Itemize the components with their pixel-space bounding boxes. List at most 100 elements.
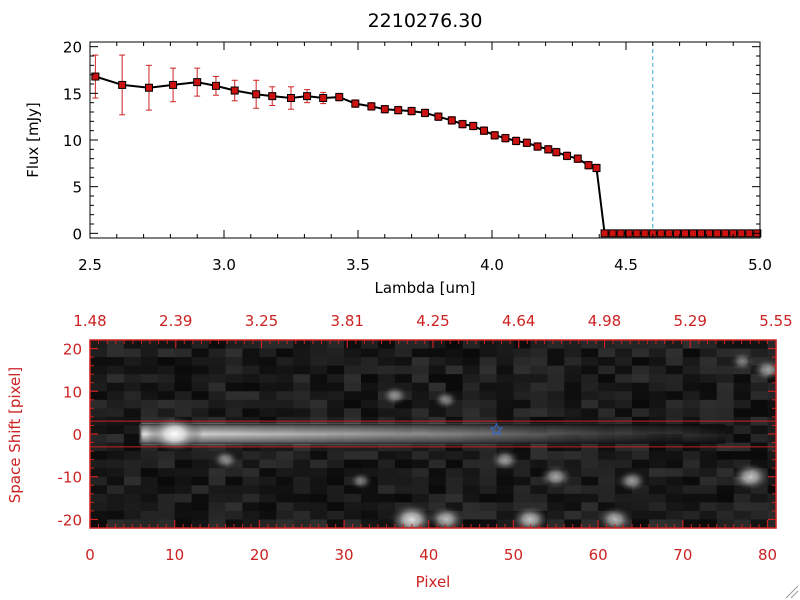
background-noise-pixel — [479, 365, 498, 375]
background-noise-pixel — [665, 382, 684, 392]
background-noise-pixel — [157, 374, 176, 384]
flux-data-point — [447, 116, 456, 125]
spectral-trace-edge-shading — [140, 424, 726, 444]
background-noise-pixel — [547, 399, 565, 409]
background-noise-pixel — [191, 451, 210, 461]
background-noise-pixel — [581, 340, 599, 350]
background-noise-pixel — [682, 382, 701, 392]
flux-data-point — [458, 120, 467, 129]
background-noise-pixel — [665, 459, 684, 469]
spectrum-panel: 2210276.30 2.5 3.0 3.5 4.0 4.5 5.0 0 5 10 15 20 La… — [24, 10, 772, 297]
background-noise-pixel — [310, 451, 328, 461]
background-noise-pixel — [581, 502, 599, 512]
background-noise-pixel — [513, 357, 531, 367]
background-noise-pixel — [276, 399, 294, 409]
background-noise-pixel — [716, 408, 735, 418]
background-noise-pixel — [90, 493, 108, 503]
background-noise-pixel — [733, 519, 752, 528]
background-noise-pixel — [225, 348, 243, 358]
background-noise-pixel — [242, 451, 260, 461]
background-noise-pixel — [208, 502, 227, 512]
flux-data-point — [737, 229, 746, 238]
background-noise-pixel — [361, 451, 379, 461]
background-noise-pixel — [174, 391, 193, 401]
background-noise-pixel — [632, 382, 650, 392]
background-noise-pixel — [699, 357, 718, 367]
background-noise-pixel — [462, 510, 481, 520]
background-noise-pixel — [665, 468, 684, 478]
background-noise-pixel — [123, 519, 142, 528]
background-noise-pixel — [665, 408, 684, 418]
background-noise-pixel — [276, 391, 294, 401]
background-noise-pixel — [598, 357, 616, 367]
background-noise-pixel — [665, 374, 684, 384]
background-noise-pixel — [648, 374, 667, 384]
background-noise-pixel — [767, 434, 776, 444]
x-tick-label: 4.5 — [614, 256, 638, 274]
flux-data-point — [394, 106, 403, 115]
background-noise-pixel — [699, 510, 718, 520]
background-noise-pixel — [259, 374, 277, 384]
background-noise-pixel — [665, 399, 684, 409]
background-noise-pixel — [767, 348, 776, 358]
background-noise-pixel — [547, 493, 565, 503]
background-noise-pixel — [428, 348, 447, 358]
background-noise-pixel — [665, 348, 684, 358]
background-noise-pixel — [344, 348, 362, 358]
background-noise-pixel — [106, 365, 125, 375]
background-noise-pixel — [479, 519, 498, 528]
background-noise-pixel — [123, 468, 142, 478]
background-noise-pixel — [90, 382, 108, 392]
background-noise-pixel — [699, 459, 718, 469]
background-noise-pixel — [327, 493, 345, 503]
flux-data-point — [490, 131, 499, 140]
background-noise-pixel — [632, 459, 650, 469]
background-noise-pixel — [462, 451, 481, 461]
background-noise-pixel — [310, 382, 328, 392]
background-noise-pixel — [140, 374, 159, 384]
background-noise-pixel — [699, 391, 718, 401]
background-noise-pixel — [767, 468, 776, 478]
background-noise-pixel — [598, 408, 616, 418]
background-noise-pixel — [157, 459, 176, 469]
background-noise-pixel — [699, 476, 718, 486]
background-noise-pixel — [716, 348, 735, 358]
background-noise-pixel — [445, 340, 464, 350]
background-noise-pixel — [276, 451, 294, 461]
background-noise-pixel — [242, 374, 260, 384]
background-noise-pixel — [530, 365, 548, 375]
flux-data-point — [608, 229, 617, 238]
background-noise-pixel — [259, 451, 277, 461]
background-noise-pixel — [106, 374, 125, 384]
background-noise-pixel — [225, 382, 243, 392]
background-noise-pixel — [496, 519, 514, 528]
background-noise-pixel — [140, 502, 159, 512]
background-noise-pixel — [445, 459, 464, 469]
background-noise-pixel — [140, 357, 159, 367]
background-noise-pixel — [327, 408, 345, 418]
background-noise-pixel — [547, 357, 565, 367]
flux-data-point — [211, 81, 220, 90]
background-noise-pixel — [682, 365, 701, 375]
background-noise-pixel — [733, 408, 752, 418]
background-noise-pixel — [225, 519, 243, 528]
image-x-tick-label: 20 — [250, 546, 269, 564]
resize-grip-icon[interactable] — [785, 585, 799, 599]
background-noise-pixel — [682, 468, 701, 478]
image-y-tick-label: 0 — [72, 426, 82, 444]
background-noise-pixel — [479, 340, 498, 350]
source-blob — [615, 468, 649, 494]
background-noise-pixel — [174, 502, 193, 512]
background-noise-pixel — [598, 340, 616, 350]
background-noise-pixel — [479, 510, 498, 520]
background-noise-pixel — [513, 493, 531, 503]
background-noise-pixel — [276, 382, 294, 392]
background-noise-pixel — [361, 391, 379, 401]
background-noise-pixel — [699, 451, 718, 461]
background-noise-pixel — [632, 502, 650, 512]
background-noise-pixel — [327, 519, 345, 528]
background-noise-pixel — [615, 459, 633, 469]
background-noise-pixel — [682, 399, 701, 409]
background-noise-pixel — [513, 340, 531, 350]
background-noise-pixel — [530, 459, 548, 469]
